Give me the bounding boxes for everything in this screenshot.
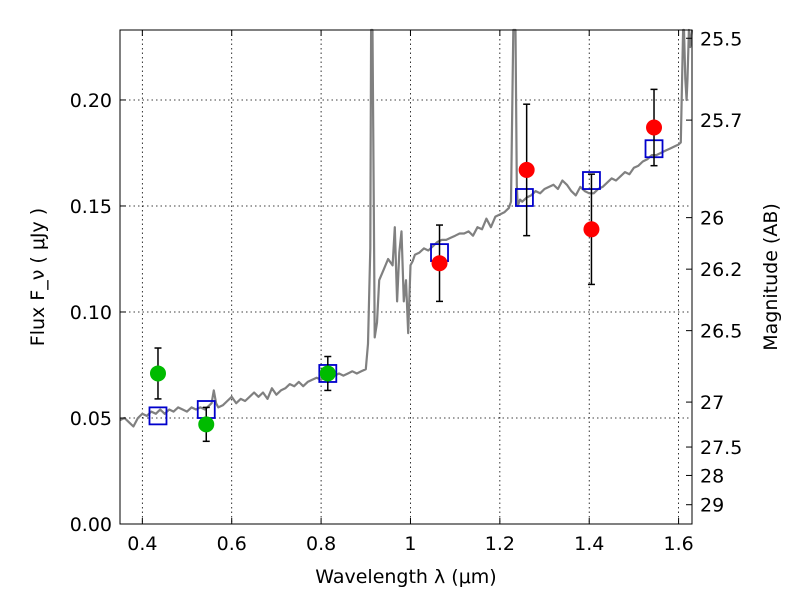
x-tick-label: 0.4 xyxy=(127,533,157,555)
observed-point xyxy=(319,365,336,382)
y-tick-label: 0.05 xyxy=(70,408,112,430)
right-tick-label: 26.5 xyxy=(700,321,742,343)
x-axis-label: Wavelength λ (μm) xyxy=(315,566,496,588)
right-tick-label: 26.2 xyxy=(700,259,742,281)
model-photometry-square xyxy=(515,188,534,207)
x-tick-label: 1.6 xyxy=(663,533,693,555)
right-tick-label: 27 xyxy=(700,392,724,414)
right-tick-label: 25.5 xyxy=(700,28,742,50)
ticks: 0.4 0.6 0.8 1 1.2 1.4 1.6 0.00 0.05 0.10 0.15 0.20 2… xyxy=(70,28,743,555)
right-axis-label: Magnitude (AB) xyxy=(760,203,782,351)
observed-point xyxy=(518,161,535,178)
y-axis-label: Flux F_ν ( μJy ) xyxy=(27,208,49,346)
right-tick-label: 27.5 xyxy=(700,437,742,459)
y-tick-label: 0.00 xyxy=(70,514,112,536)
observed-point xyxy=(198,416,215,433)
x-tick-label: 0.8 xyxy=(306,533,336,555)
plot-frame xyxy=(119,29,693,525)
observed-point xyxy=(431,255,448,272)
sed-layer xyxy=(119,28,694,428)
y-tick-label: 0.20 xyxy=(70,90,112,112)
y-tick-label: 0.10 xyxy=(70,302,112,324)
x-tick-label: 0.6 xyxy=(217,533,247,555)
right-tick-label: 26 xyxy=(700,208,724,230)
observed-point xyxy=(149,365,166,382)
y-tick-label: 0.15 xyxy=(70,196,112,218)
right-tick-label: 28 xyxy=(700,465,724,487)
grid-lines xyxy=(120,30,692,525)
x-tick-label: 1.2 xyxy=(485,533,515,555)
model-photometry-square xyxy=(148,406,168,426)
sed-line xyxy=(119,28,694,428)
x-tick-label: 1 xyxy=(404,533,416,555)
observed-points-layer xyxy=(149,88,663,443)
right-tick-label: 29 xyxy=(700,495,724,517)
observed-point xyxy=(646,119,663,136)
x-tick-label: 1.4 xyxy=(574,533,604,555)
right-tick-label: 25.7 xyxy=(700,110,742,132)
observed-point xyxy=(583,221,600,238)
